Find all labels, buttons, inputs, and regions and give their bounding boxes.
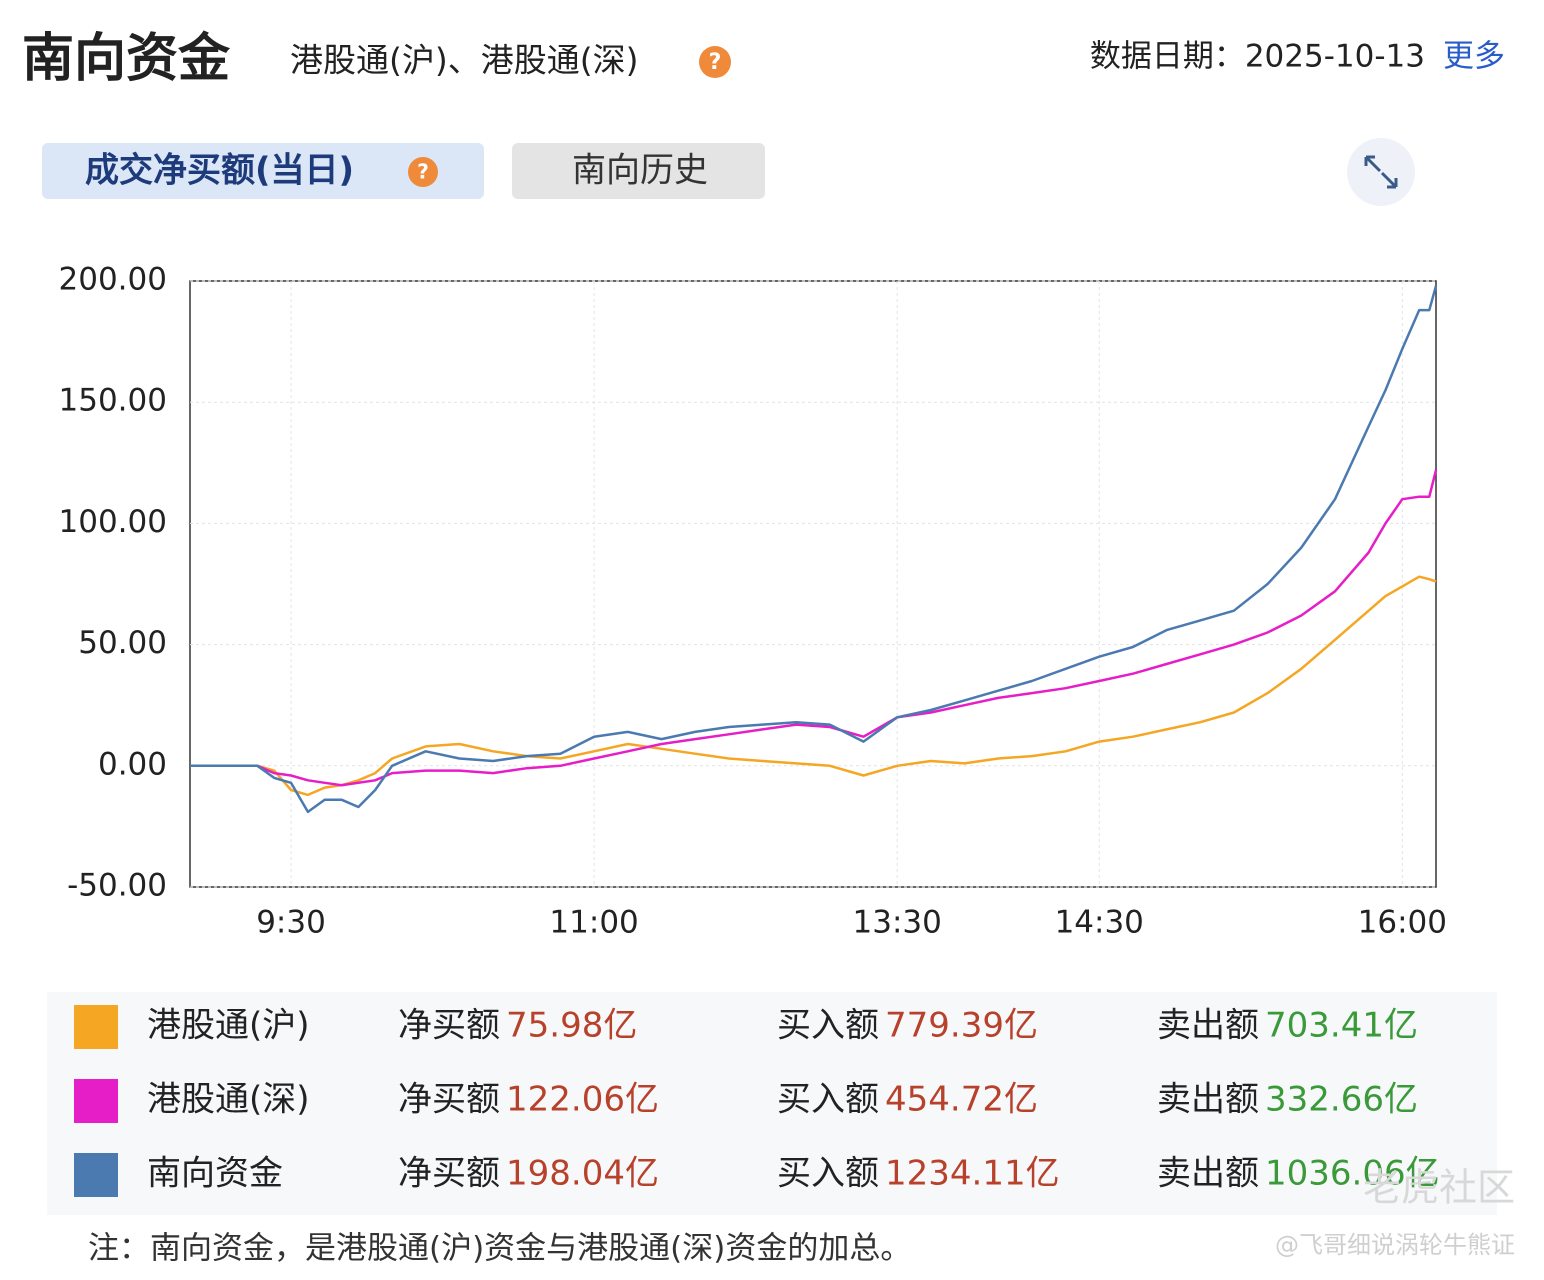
- summary-label: 买入额: [777, 1080, 879, 1120]
- summary-label: 卖出额: [1157, 1006, 1259, 1046]
- tab[interactable]: [512, 143, 765, 199]
- y-tick-label: -50.00: [67, 868, 167, 904]
- x-tick-label: 14:30: [1055, 905, 1144, 941]
- summary-label: 净买额: [398, 1080, 500, 1120]
- subtitle: 港股通(沪)、港股通(深): [290, 41, 639, 80]
- y-tick-label: 100.00: [59, 504, 167, 540]
- summary-label: 买入额: [777, 1006, 879, 1046]
- y-tick-label: 50.00: [78, 625, 167, 661]
- series-line: [190, 469, 1438, 787]
- tab-active[interactable]: [42, 143, 484, 199]
- x-tick-label: 11:00: [549, 905, 638, 941]
- date-label: 数据日期：2025-10-13: [1090, 39, 1425, 75]
- summary-value: 122.06亿: [506, 1080, 659, 1120]
- legend-swatch: [74, 1005, 118, 1049]
- tab-label[interactable]: 成交净买额(当日): [85, 151, 354, 191]
- x-tick-label: 13:30: [853, 905, 942, 941]
- series-line: [190, 575, 1437, 797]
- plot: -50.00 0.00 50.00 100.00 150.00 200.00 9:30 11:…: [59, 262, 1447, 941]
- watermark-author: @飞哥细说涡轮牛熊证: [1275, 1231, 1515, 1259]
- summary-value: 1036.06亿: [1265, 1154, 1440, 1194]
- legend-label: 南向资金: [147, 1154, 283, 1194]
- tab-label[interactable]: 南向历史: [572, 151, 708, 191]
- y-tick-label: 150.00: [59, 383, 167, 419]
- y-tick-label: 200.00: [59, 262, 167, 298]
- legend-swatch: [74, 1079, 118, 1123]
- summary-label: 净买额: [398, 1154, 500, 1194]
- plot-frame: [189, 280, 1437, 888]
- expand-button[interactable]: [1347, 138, 1415, 206]
- legend-panel: [47, 992, 1497, 1215]
- summary-value: 1234.11亿: [885, 1154, 1060, 1194]
- summary-value: 332.66亿: [1265, 1080, 1418, 1120]
- summary-value: 703.41亿: [1265, 1006, 1418, 1046]
- x-tick-label: 9:30: [256, 905, 326, 941]
- summary-value: 75.98亿: [506, 1006, 637, 1046]
- legend-label: 港股通(沪): [147, 1006, 310, 1046]
- summary-value: 198.04亿: [506, 1154, 659, 1194]
- summary-value: 454.72亿: [885, 1080, 1038, 1120]
- help-icon-bg[interactable]: [699, 46, 731, 78]
- summary-value: 779.39亿: [885, 1006, 1038, 1046]
- summary-label: 净买额: [398, 1006, 500, 1046]
- summary-label: 卖出额: [1157, 1080, 1259, 1120]
- summary-label: 卖出额: [1157, 1154, 1259, 1194]
- legend-swatch: [74, 1153, 118, 1197]
- more-link[interactable]: 更多: [1443, 39, 1505, 75]
- legend: 港股通(沪) 净买额 75.98亿 买入额 779.39亿 卖出额 703.41亿港股通(深…: [74, 1005, 1440, 1197]
- help-icon[interactable]: ?: [709, 50, 722, 75]
- summary-label: 买入额: [777, 1154, 879, 1194]
- title: 南向资金: [22, 29, 231, 89]
- watermark-brand: 老虎社区: [1363, 1166, 1515, 1210]
- y-tick-label: 0.00: [98, 746, 167, 782]
- note: 注：南向资金，是港股通(沪)资金与港股通(深)资金的加总。: [88, 1231, 911, 1267]
- x-tick-label: 16:00: [1358, 905, 1447, 941]
- series-line: [190, 285, 1438, 814]
- help-icon[interactable]: ?: [417, 160, 429, 184]
- legend-label: 港股通(深): [147, 1080, 310, 1120]
- help-icon-bg[interactable]: [408, 157, 438, 187]
